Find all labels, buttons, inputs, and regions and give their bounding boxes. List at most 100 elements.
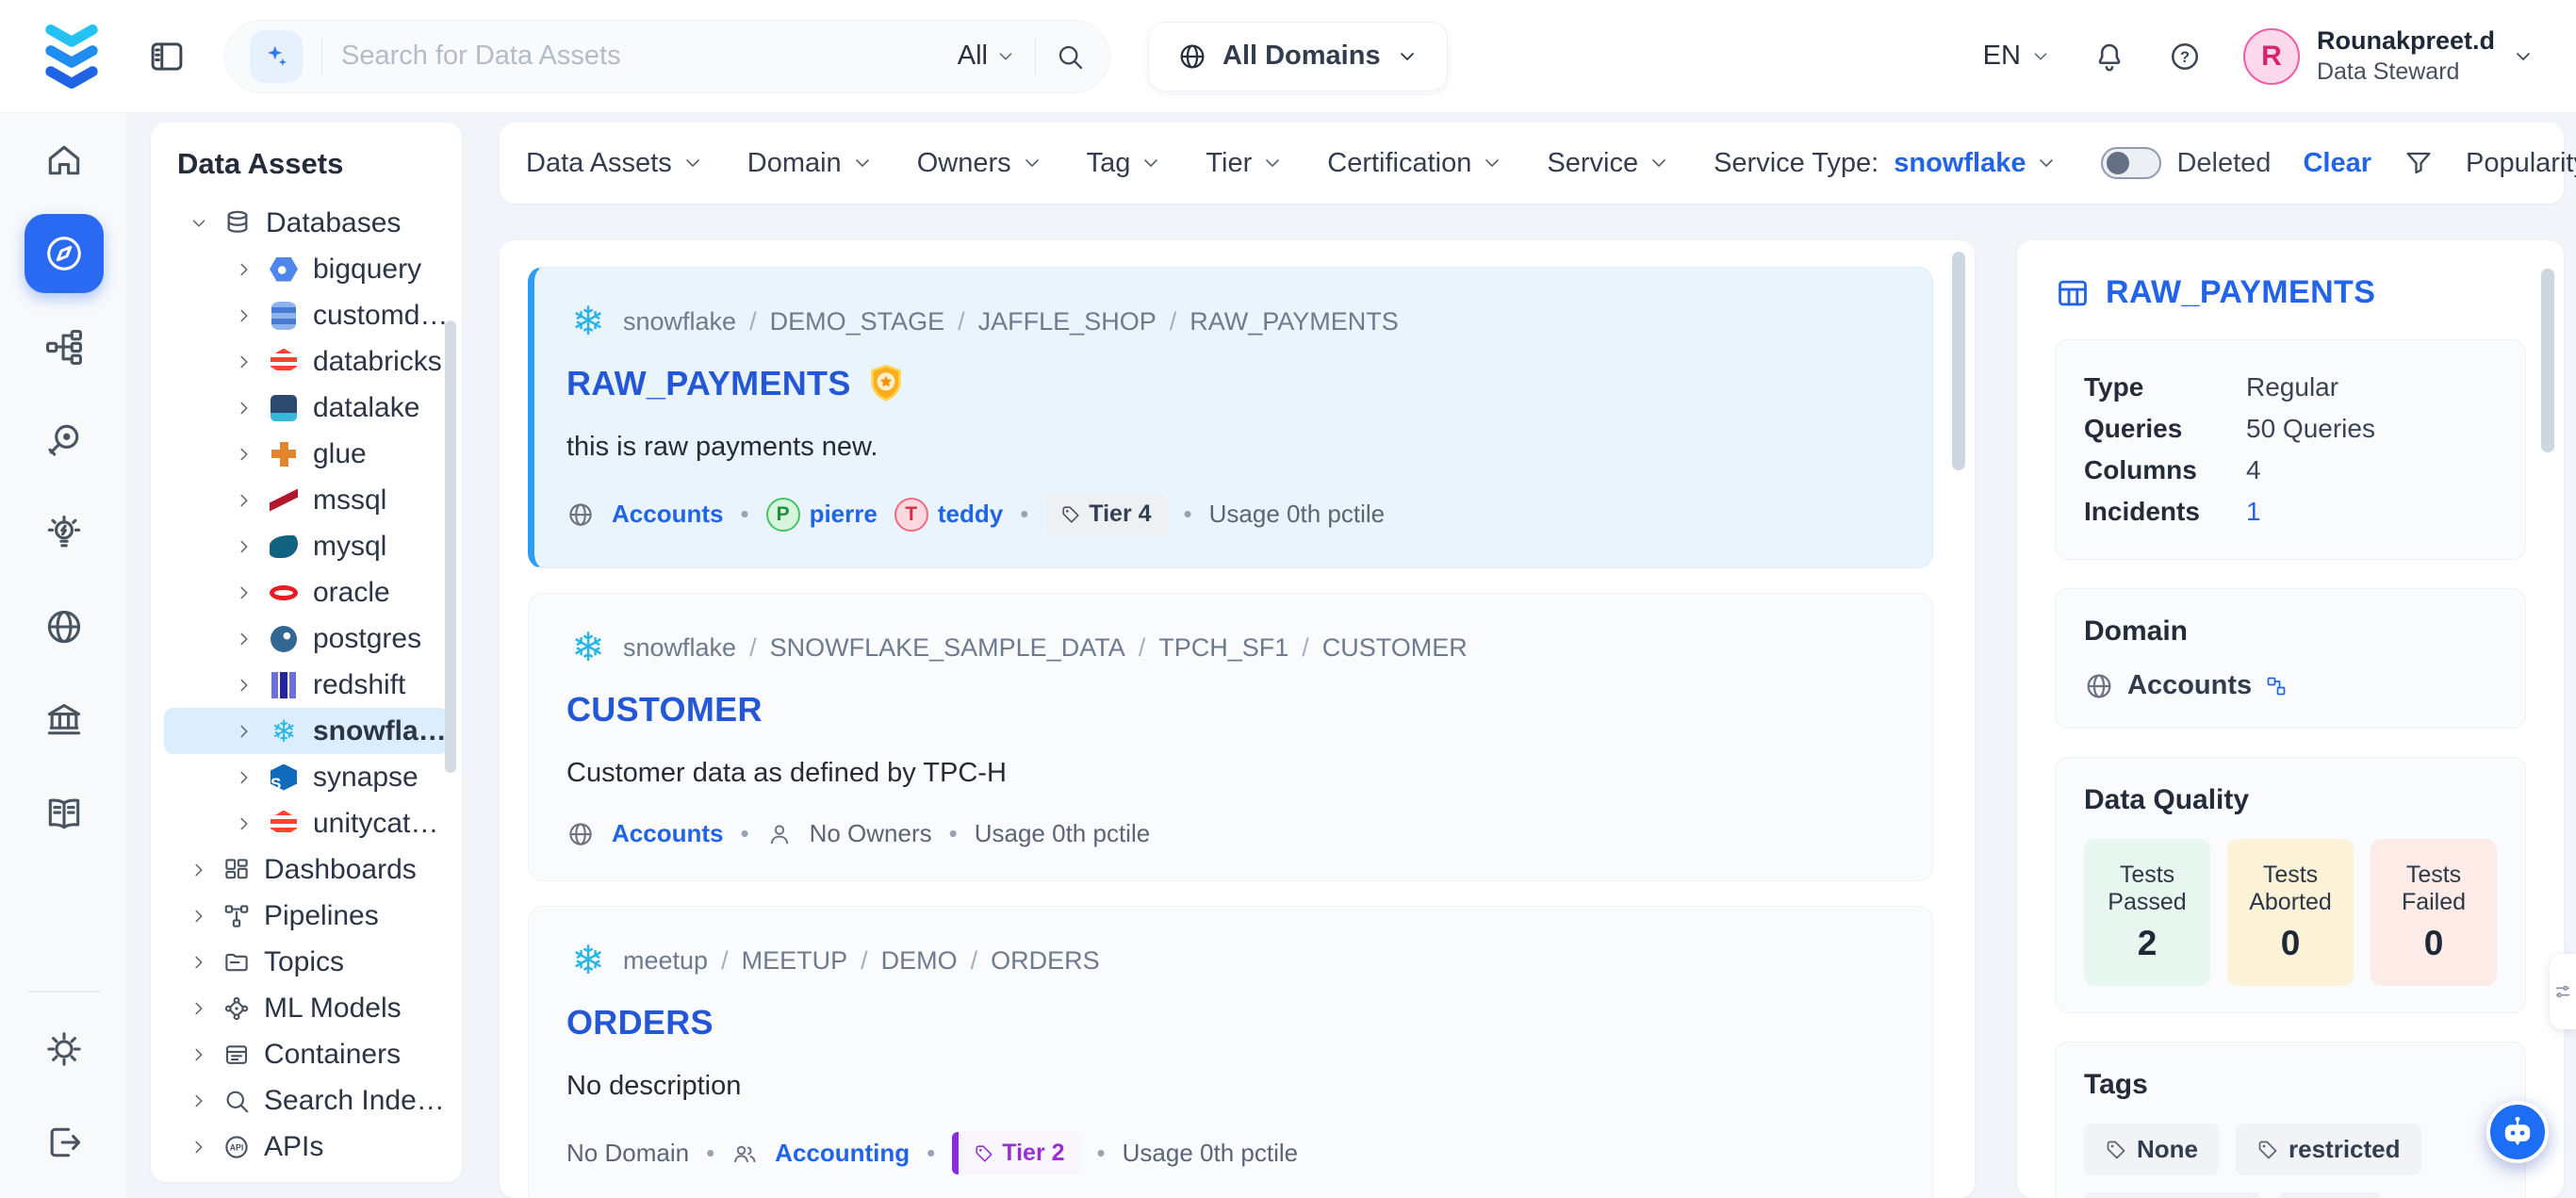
- domain-selector[interactable]: All Domains: [1148, 21, 1448, 91]
- collapse-sidebar-icon[interactable]: [147, 37, 187, 76]
- link-icon[interactable]: [2265, 675, 2288, 697]
- tree-item-synapse[interactable]: synapse: [164, 754, 449, 800]
- tier-chip[interactable]: Tier 2: [952, 1132, 1080, 1174]
- side-widget-tab[interactable]: [2550, 954, 2576, 1029]
- snowflake-icon: [566, 939, 610, 982]
- tree-item-customdatabase[interactable]: customdatabase: [164, 292, 449, 338]
- tree-item-topics[interactable]: Topics: [164, 939, 449, 985]
- filter-tag[interactable]: Tag: [1087, 148, 1163, 179]
- tree-item-containers[interactable]: Containers: [164, 1031, 449, 1077]
- tree-item-dashboards[interactable]: Dashboards: [164, 846, 449, 893]
- tree-item-unitycatalog[interactable]: unitycatalog: [164, 800, 449, 846]
- nav-insights[interactable]: [0, 486, 127, 580]
- asset-meta: Accounts P pierre T teddy Tier 4 Usage 0…: [566, 493, 1895, 535]
- nav-home[interactable]: [0, 113, 127, 206]
- detail-title-link[interactable]: RAW_PAYMENTS: [2106, 274, 2376, 310]
- tag-chip-restricted[interactable]: restricted: [2236, 1124, 2421, 1175]
- avatar: T: [894, 497, 928, 532]
- nav-settings[interactable]: [0, 1002, 127, 1095]
- ai-sparkle-icon[interactable]: [250, 29, 303, 83]
- detail-info-card: Type Regular Queries 50 Queries Columns 4 I…: [2055, 339, 2526, 560]
- language-selector[interactable]: EN: [1983, 41, 2051, 72]
- nav-explore[interactable]: [0, 206, 127, 300]
- clear-filters-link[interactable]: Clear: [2303, 147, 2371, 178]
- synapse-icon: [268, 762, 300, 794]
- tree-item-oracle[interactable]: oracle: [164, 569, 449, 615]
- filter-certification[interactable]: Certification: [1327, 148, 1503, 179]
- filter-service-type[interactable]: Service Type: snowflake: [1714, 148, 2058, 179]
- help-icon[interactable]: [2168, 40, 2202, 74]
- tests-passed-tile: Tests Passed 2: [2084, 839, 2210, 986]
- tree-item-redshift[interactable]: redshift: [164, 662, 449, 708]
- tree-item-snowflake[interactable]: snowflake: [164, 708, 449, 754]
- tree-item-datalake[interactable]: datalake: [164, 385, 449, 431]
- asset-title-link[interactable]: RAW_PAYMENTS: [566, 364, 851, 402]
- nav-logout[interactable]: [0, 1095, 127, 1189]
- asset-title-link[interactable]: CUSTOMER: [566, 690, 763, 729]
- filter-domain[interactable]: Domain: [747, 148, 874, 179]
- user-menu[interactable]: R Rounakpreet.d Data Steward: [2242, 25, 2535, 87]
- sort-dropdown[interactable]: Popularity: [2465, 147, 2576, 178]
- nav-observability[interactable]: [0, 393, 127, 486]
- compass-icon: [24, 213, 104, 293]
- tree-item-mssql[interactable]: mssql: [164, 477, 449, 523]
- globe-icon: [2084, 671, 2114, 701]
- filter-tier[interactable]: Tier: [1206, 148, 1284, 179]
- nav-lineage[interactable]: [0, 300, 127, 393]
- tree-item-databases[interactable]: Databases: [164, 200, 449, 246]
- tree-item-glue[interactable]: glue: [164, 431, 449, 477]
- tag-chip-pii[interactable]: PII: [2277, 1192, 2382, 1198]
- app-logo[interactable]: [41, 21, 102, 92]
- domain-link[interactable]: Accounts: [612, 500, 724, 528]
- search-scope-dropdown[interactable]: All: [958, 41, 1016, 72]
- asset-description: No description: [566, 1071, 742, 1101]
- result-card-raw-payments[interactable]: snowflake DEMO_STAGE JAFFLE_SHOP RAW_PAY…: [528, 267, 1933, 568]
- global-search[interactable]: All: [224, 19, 1110, 93]
- asset-description: this is raw payments new.: [566, 432, 878, 462]
- nav-governance[interactable]: [0, 673, 127, 766]
- chevron-down-icon[interactable]: [2512, 45, 2535, 68]
- search-icon[interactable]: [1055, 41, 1085, 72]
- tree-item-pipelines[interactable]: Pipelines: [164, 893, 449, 939]
- tag-chip-personal[interactable]: Personal: [2084, 1192, 2261, 1198]
- tag-chip-none[interactable]: None: [2084, 1124, 2219, 1175]
- chat-assistant-button[interactable]: [2486, 1101, 2549, 1163]
- filter-data-assets[interactable]: Data Assets: [526, 148, 704, 179]
- tree-item-search-indexes[interactable]: Search Indexes: [164, 1077, 449, 1124]
- user-name: Rounakpreet.d: [2316, 26, 2495, 55]
- tag-icon: [2256, 1139, 2279, 1161]
- incidents-link[interactable]: 1: [2246, 497, 2261, 526]
- filter-funnel-icon[interactable]: [2404, 148, 2434, 178]
- owner-pierre[interactable]: P pierre: [765, 497, 878, 532]
- tree-scrollbar[interactable]: [445, 320, 456, 773]
- domain-link[interactable]: Accounts: [612, 819, 724, 847]
- tier-chip[interactable]: Tier 4: [1045, 493, 1167, 535]
- containers-icon: [222, 1041, 251, 1069]
- owner-teddy[interactable]: T teddy: [894, 497, 1003, 532]
- asset-title-link[interactable]: ORDERS: [566, 1003, 714, 1042]
- search-input[interactable]: [341, 41, 939, 72]
- deleted-toggle[interactable]: [2101, 147, 2162, 179]
- search-results: snowflake DEMO_STAGE JAFFLE_SHOP RAW_PAY…: [500, 240, 1975, 1198]
- tree-item-databricks[interactable]: databricks: [164, 338, 449, 385]
- table-icon: [2055, 275, 2091, 311]
- result-card-orders[interactable]: meetup MEETUP DEMO ORDERS ORDERS No desc…: [528, 906, 1933, 1198]
- tree-item-ml-models[interactable]: ML Models: [164, 985, 449, 1031]
- notifications-icon[interactable]: [2092, 40, 2126, 74]
- avatar[interactable]: R: [2242, 27, 2300, 85]
- domain-value[interactable]: Accounts: [2127, 670, 2253, 700]
- filter-owners[interactable]: Owners: [917, 148, 1043, 179]
- tree-item-mysql[interactable]: mysql: [164, 523, 449, 569]
- nav-glossary[interactable]: [0, 766, 127, 860]
- tree-item-bigquery[interactable]: bigquery: [164, 246, 449, 292]
- detail-scrollbar[interactable]: [2541, 269, 2554, 452]
- nav-domains[interactable]: [0, 580, 127, 673]
- team-link[interactable]: Accounting: [775, 1139, 911, 1167]
- result-card-customer[interactable]: snowflake SNOWFLAKE_SAMPLE_DATA TPCH_SF1…: [528, 593, 1933, 881]
- tag-icon: [2105, 1139, 2127, 1161]
- filter-service[interactable]: Service: [1547, 148, 1670, 179]
- results-scrollbar[interactable]: [1952, 252, 1965, 470]
- domain-text: No Domain: [566, 1139, 690, 1167]
- tree-item-apis[interactable]: APIs: [164, 1124, 449, 1170]
- tree-item-postgres[interactable]: postgres: [164, 615, 449, 662]
